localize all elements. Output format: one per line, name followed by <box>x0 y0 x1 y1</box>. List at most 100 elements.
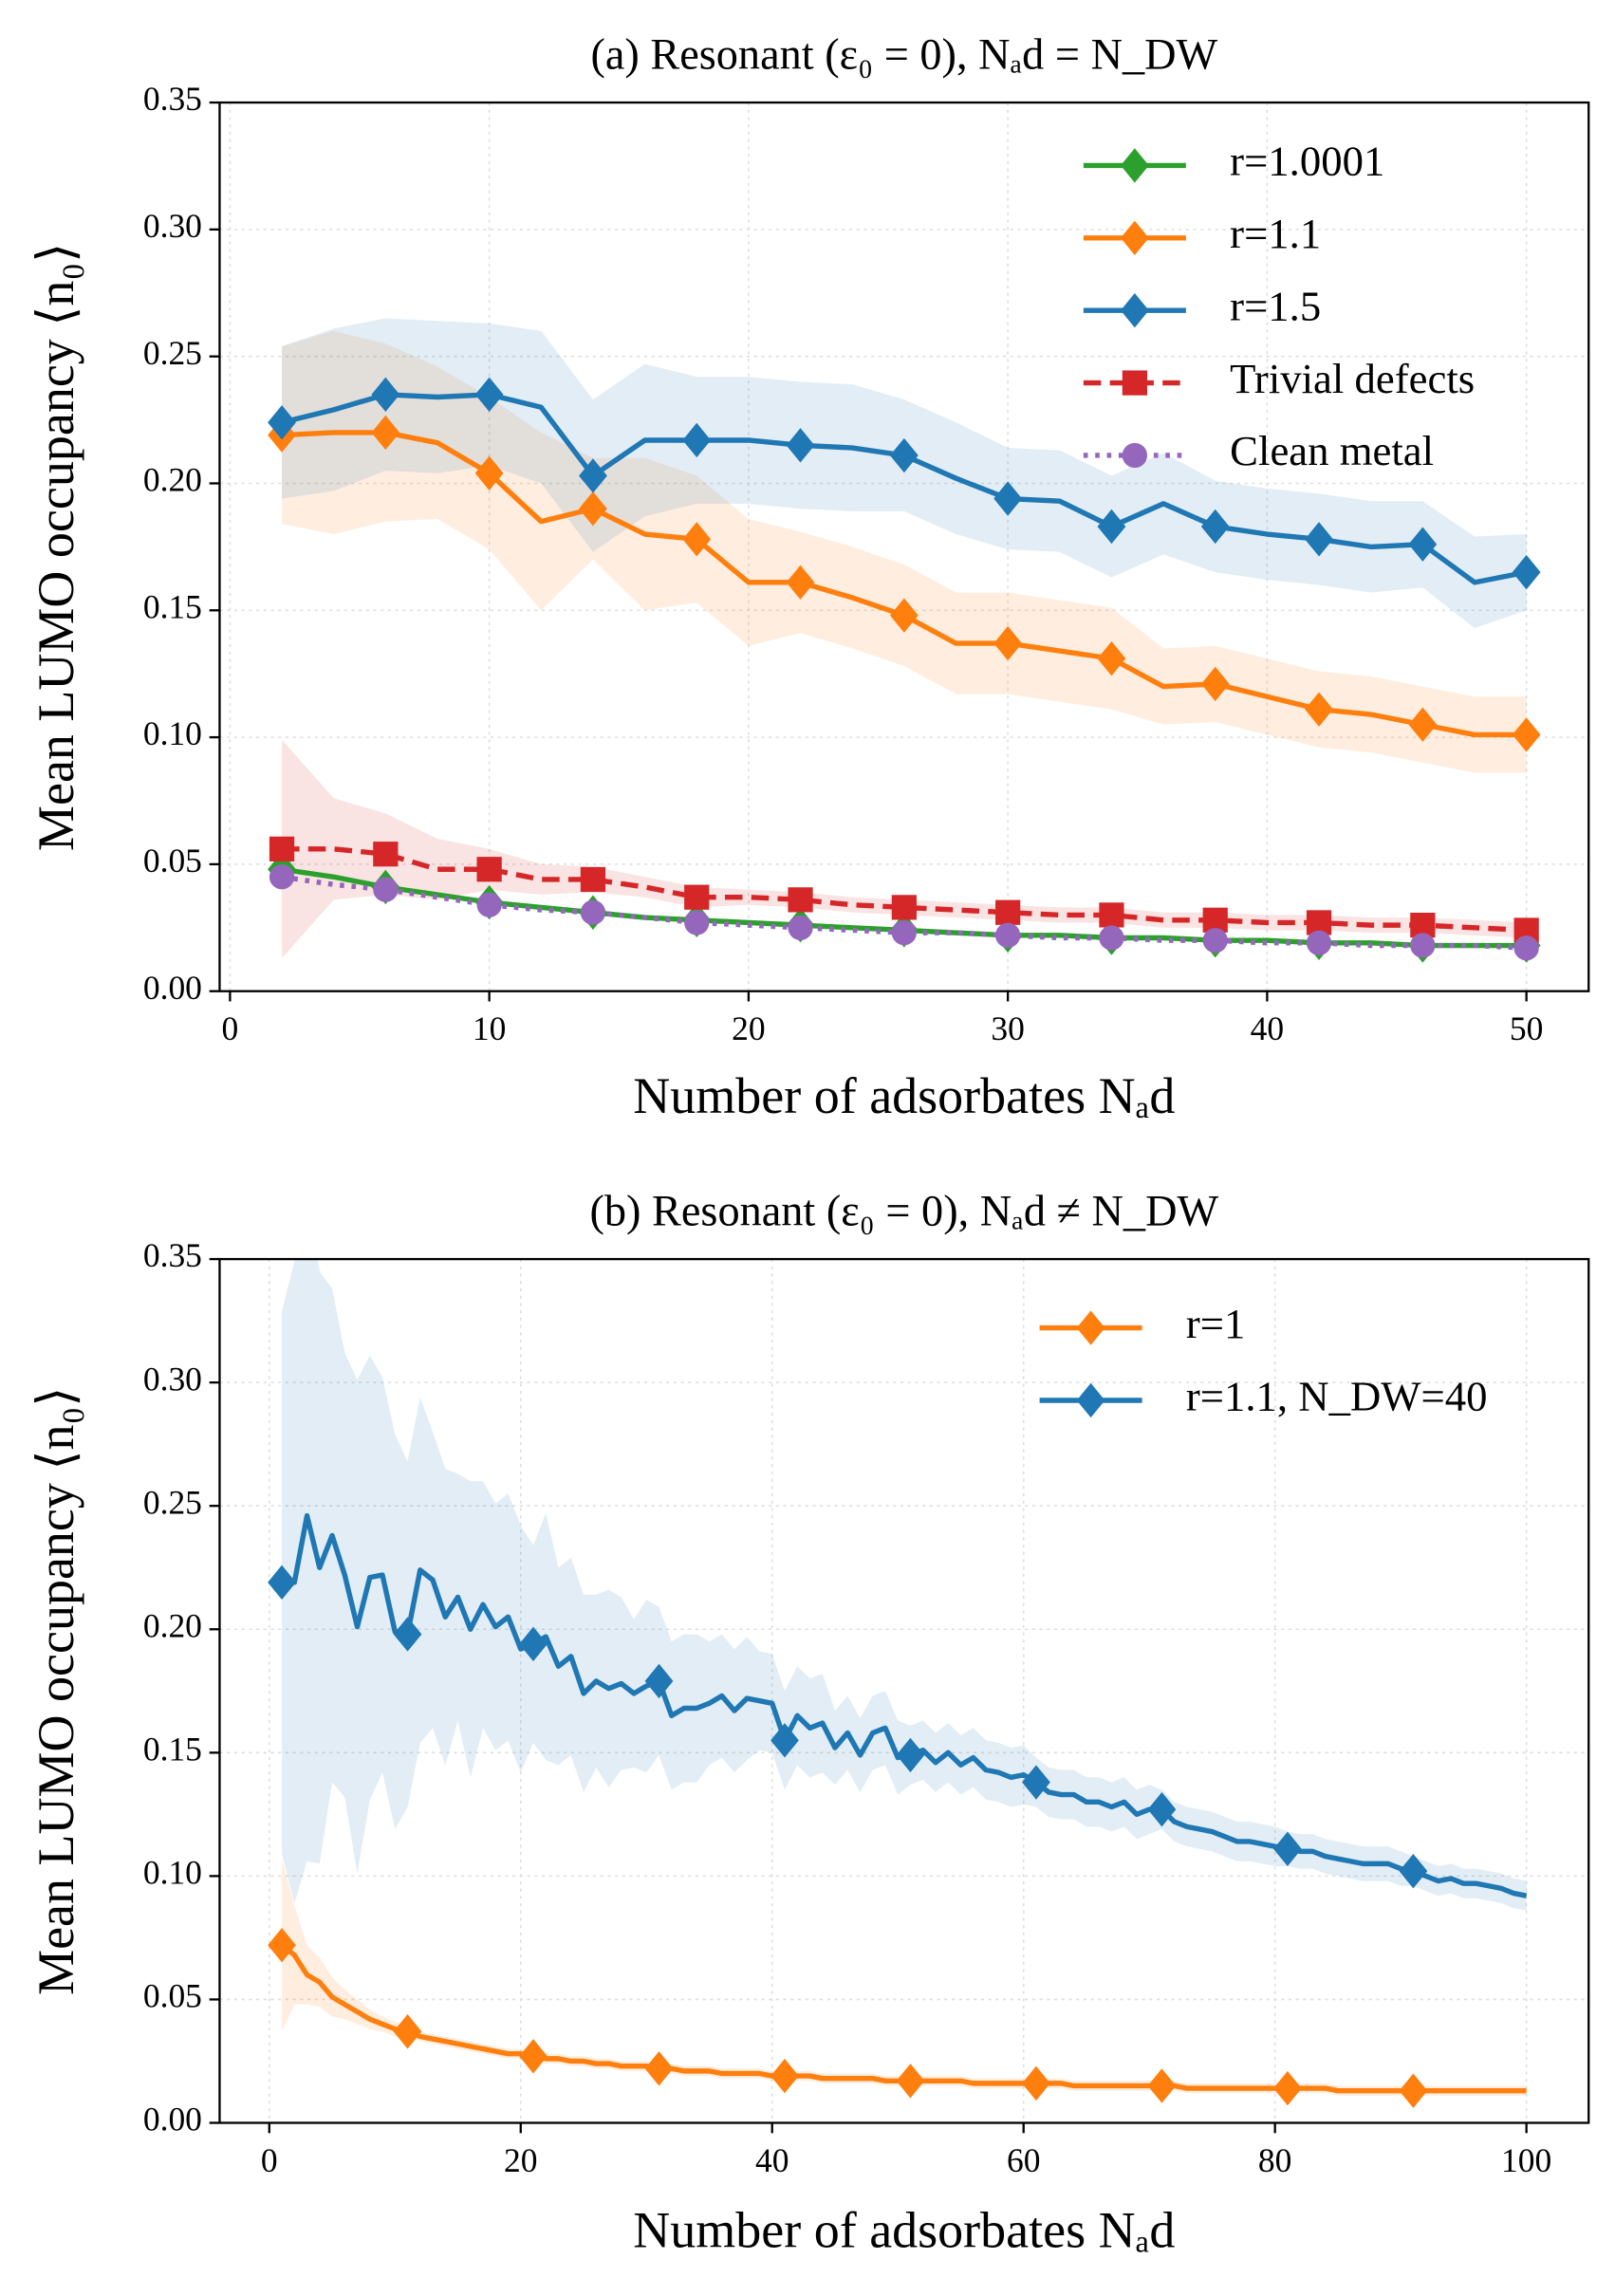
data-point <box>1410 913 1436 938</box>
data-point <box>1399 2073 1428 2108</box>
data-point <box>268 1928 296 1963</box>
y-tick-label: 0.10 <box>143 714 202 752</box>
x-tick-label: 80 <box>1258 2141 1291 2179</box>
y-tick-label: 0.35 <box>143 1236 202 1274</box>
y-tick-label: 0.15 <box>143 1730 202 1768</box>
data-point <box>993 625 1023 661</box>
chart-title: (a) Resonant (ε₀ = 0), Nₐd = N_DW <box>590 30 1217 79</box>
y-tick-label: 0.20 <box>143 1606 202 1644</box>
data-point <box>1097 640 1126 676</box>
axes-frame <box>218 1257 1590 2124</box>
data-point <box>1408 527 1438 562</box>
legend-marker <box>1120 292 1149 328</box>
y-axis-label: Mean LUMO occupancy ⟨n₀⟩ <box>28 243 84 851</box>
data-point <box>1273 2070 1302 2106</box>
data-point <box>1200 509 1230 545</box>
data-point <box>476 892 502 917</box>
x-tick-label: 20 <box>504 2141 537 2179</box>
legend-marker <box>1076 1310 1105 1345</box>
data-point <box>580 866 606 893</box>
data-point <box>1399 1853 1428 1889</box>
error-band <box>282 330 1527 773</box>
data-point <box>371 377 400 413</box>
data-point <box>995 922 1021 948</box>
y-tick-label: 0.25 <box>143 1483 202 1521</box>
data-point <box>474 377 504 413</box>
data-point <box>269 864 295 890</box>
error-band <box>282 318 1527 629</box>
data-point <box>995 899 1021 925</box>
data-point <box>896 1737 925 1773</box>
x-tick-label: 50 <box>1510 1009 1543 1047</box>
legend-marker <box>1120 148 1149 183</box>
data-point <box>889 437 919 473</box>
data-point <box>1200 666 1230 702</box>
data-point <box>786 428 815 463</box>
data-point <box>269 836 295 861</box>
data-point <box>1273 1831 1302 1866</box>
data-point <box>519 2039 548 2074</box>
x-tick-label: 60 <box>1007 2141 1040 2179</box>
data-point <box>580 899 606 925</box>
legend-label: r=1.1 <box>1230 210 1321 257</box>
data-point <box>579 491 607 527</box>
y-tick-label: 0.35 <box>143 80 202 118</box>
y-tick-label: 0.30 <box>143 1360 202 1398</box>
data-point <box>1099 925 1124 951</box>
y-tick-label: 0.05 <box>143 1977 202 2015</box>
data-point <box>1305 692 1333 727</box>
x-tick-label: 30 <box>991 1009 1024 1047</box>
data-point <box>1408 707 1438 742</box>
legend-label: r=1.5 <box>1230 282 1321 329</box>
y-tick-label: 0.00 <box>143 2101 202 2139</box>
legend-label: Trivial defects <box>1230 355 1475 402</box>
data-point <box>268 405 296 440</box>
data-point <box>1022 2065 1050 2102</box>
legend-label: Clean metal <box>1230 427 1434 474</box>
x-tick-label: 0 <box>222 1009 239 1047</box>
legend-label: r=1 <box>1186 1300 1246 1347</box>
legend-marker <box>1120 220 1149 255</box>
data-point <box>993 481 1023 516</box>
plot-area <box>268 1259 1528 2108</box>
error-band <box>282 1859 1527 2096</box>
data-point <box>1512 554 1541 590</box>
y-tick-label: 0.05 <box>143 842 202 880</box>
data-point <box>373 842 399 867</box>
y-tick-label: 0.30 <box>143 207 202 245</box>
data-point <box>1147 1791 1177 1827</box>
y-axis-label: Mean LUMO occupancy ⟨n₀⟩ <box>28 1387 84 1995</box>
data-point <box>1097 509 1126 545</box>
data-point <box>519 1626 548 1662</box>
y-tick-label: 0.00 <box>143 969 202 1007</box>
data-point <box>1410 933 1436 958</box>
data-point <box>1306 930 1332 955</box>
data-point <box>889 598 919 633</box>
data-point <box>770 1723 799 1758</box>
data-point <box>393 1617 422 1652</box>
y-tick-label: 0.10 <box>143 1854 202 1892</box>
chart-title: (b) Resonant (ε₀ = 0), Nₐd ≠ N_DW <box>589 1187 1218 1235</box>
data-point <box>891 920 917 946</box>
data-point <box>896 2064 925 2099</box>
data-point <box>1202 928 1228 954</box>
data-point <box>682 522 712 557</box>
data-point <box>1147 2068 1177 2103</box>
data-point <box>788 887 813 913</box>
x-tick-label: 10 <box>473 1009 506 1047</box>
data-point <box>476 857 502 882</box>
data-point <box>371 415 400 451</box>
legend-label: r=1.1, N_DW=40 <box>1186 1372 1488 1419</box>
data-point <box>1022 1765 1050 1800</box>
legend-marker <box>1076 1382 1105 1418</box>
data-point <box>474 455 504 491</box>
data-point <box>1513 935 1539 961</box>
x-tick-label: 20 <box>732 1009 765 1047</box>
y-tick-label: 0.15 <box>143 587 202 625</box>
y-tick-label: 0.20 <box>143 461 202 499</box>
data-point <box>1305 522 1333 557</box>
data-point <box>1099 902 1124 928</box>
